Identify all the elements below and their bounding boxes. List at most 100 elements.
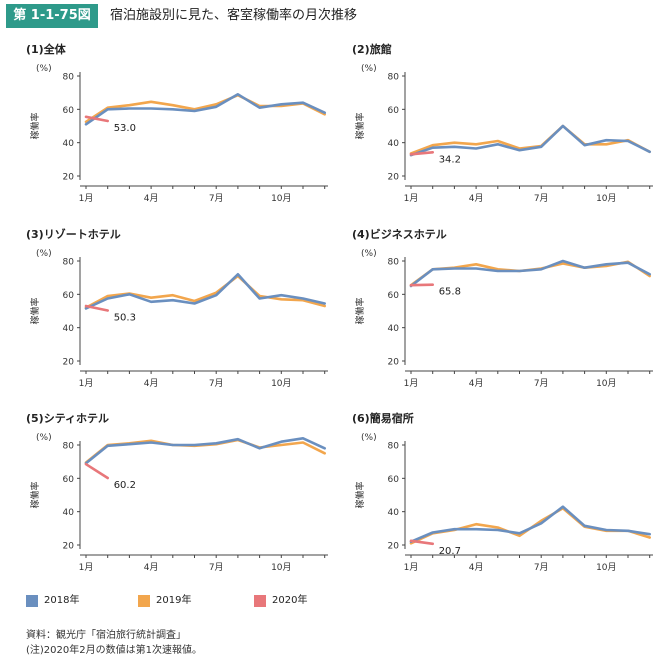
panel-5-series-2020-line (84, 462, 109, 480)
panel-3-x-tick-label: 1月 (79, 378, 94, 389)
panel-2-title: (2)旅館 (352, 42, 392, 56)
panel-3-ylabel: 稼働率 (29, 297, 41, 324)
panel-3-x-tick-label: 4月 (144, 378, 159, 389)
panel-4-series-2020-line (409, 283, 435, 287)
legend-label-2018: 2018年 (44, 595, 80, 606)
panel-6-y-tick-label: 20 (388, 542, 400, 552)
legend-label-2019: 2019年 (156, 595, 192, 606)
panel-2-annotation: 34.2 (439, 154, 461, 165)
footnotes: 資料：観光庁「宿泊旅行統計調査」 (注)2020年2月の数値は第1次速報値。 (26, 628, 202, 658)
panel-4-y-tick-label: 80 (388, 258, 400, 268)
panel-1-x-tick-label: 7月 (209, 193, 224, 204)
panel-5-annotation: 60.2 (114, 480, 136, 491)
panel-2-unit: (%) (361, 64, 377, 74)
panel-4-ylabel: 稼働率 (354, 297, 366, 324)
panel-4-y-tick-label: 60 (388, 291, 400, 301)
panel-3-unit: (%) (36, 249, 52, 259)
panel-2-y-tick-label: 40 (388, 139, 400, 149)
charts-canvas: (1)全体 (%) 稼働率 20 40 60 80 1月 4月 7月 10月 53.0 (2)旅館 (%)… (26, 42, 653, 573)
panel-5-ylabel: 稼働率 (29, 481, 41, 508)
panel-5-x-tick-label: 1月 (79, 562, 94, 573)
panel-1-series-2018-line (84, 93, 327, 126)
panel-4-unit: (%) (361, 249, 377, 259)
panel-4-x-tick-label: 7月 (534, 378, 549, 389)
panel-5-y-tick-label: 40 (63, 508, 75, 518)
panel-3-y-tick-label: 80 (63, 258, 75, 268)
panel-3-x-tick-label: 10月 (271, 378, 291, 389)
panel-6-x-tick-label: 4月 (469, 562, 484, 573)
panel-1-x-tick-label: 4月 (144, 193, 159, 204)
panel-3-title: (3)リゾートホテル (26, 227, 121, 241)
panel-4-title: (4)ビジネスホテル (352, 227, 447, 241)
panel-4-y-tick-label: 20 (388, 358, 400, 368)
panel-1-y-tick-label: 40 (63, 139, 75, 149)
panel-5-title: (5)シティホテル (26, 412, 109, 425)
panel-5-x-tick-label: 4月 (144, 562, 159, 573)
panel-4-series-2018-line (409, 259, 652, 288)
panel-2-x-tick-label: 4月 (469, 193, 484, 204)
panel-1-y-tick-label: 60 (63, 106, 75, 116)
footnote-source: 資料：観光庁「宿泊旅行統計調査」 (26, 630, 186, 641)
panel-6-series-2020-line (409, 539, 435, 546)
panel-1-y-tick-label: 20 (63, 173, 75, 183)
panel-6-unit: (%) (361, 433, 377, 443)
legend-swatch-2019 (138, 595, 150, 607)
panel-4-series-2019-line (409, 260, 652, 287)
panel-1-ylabel: 稼働率 (29, 112, 41, 139)
panel-2-x-tick-label: 7月 (534, 193, 549, 204)
panel-5-y-tick-label: 60 (63, 475, 75, 485)
panel-3-y-tick-label: 60 (63, 291, 75, 301)
panel-2-y-tick-label: 60 (388, 106, 400, 116)
panel-4-annotation: 65.8 (439, 287, 461, 298)
panel-1-y-tick-label: 80 (63, 73, 75, 83)
panel-3-x-tick-label: 7月 (209, 378, 224, 389)
panel-5-x-tick-label: 7月 (209, 562, 224, 573)
panel-2-series-2020-line (409, 151, 435, 156)
panel-1-series-2019-line (84, 93, 327, 124)
panel-5-y-tick-label: 20 (63, 542, 75, 552)
figure-number: 第 1-1-75図 (6, 4, 98, 28)
panel-3-series-2020-line (84, 304, 109, 312)
panel-6-ylabel: 稼働率 (354, 481, 366, 508)
panel-3-annotation: 50.3 (114, 313, 136, 324)
panel-1-unit: (%) (36, 64, 52, 74)
panel-1-annotation: 53.0 (114, 123, 136, 134)
panel-4-x-tick-label: 4月 (469, 378, 484, 389)
panel-2-ylabel: 稼働率 (354, 112, 366, 139)
panel-3-series-2018-line (84, 272, 327, 310)
panel-2-y-tick-label: 20 (388, 173, 400, 183)
panel-4-x-tick-label: 1月 (404, 378, 419, 389)
figure-header: 第 1-1-75図 宿泊施設別に見た、客室稼働率の月次推移 (6, 4, 656, 28)
panel-2-y-tick-label: 80 (388, 73, 400, 83)
panel-4-x-tick-label: 10月 (596, 378, 616, 389)
footnote-note: (注)2020年2月の数値は第1次速報値。 (26, 645, 202, 656)
panel-1-x-tick-label: 10月 (271, 193, 291, 204)
panel-6-x-tick-label: 1月 (404, 562, 419, 573)
panel-6-x-tick-label: 10月 (596, 562, 616, 573)
panel-1-title: (1)全体 (26, 42, 67, 56)
panel-6-title: (6)簡易宿所 (352, 411, 414, 425)
panel-6-y-tick-label: 60 (388, 475, 400, 485)
panel-6-annotation: 20.7 (439, 546, 461, 557)
panel-3-series-2019-line (84, 274, 327, 310)
panel-5-y-tick-label: 80 (63, 442, 75, 452)
legend-label-2020: 2020年 (272, 595, 308, 606)
panel-1-series-2020-line (84, 115, 109, 123)
figure-title: 宿泊施設別に見た、客室稼働率の月次推移 (110, 8, 358, 23)
panel-1-x-tick-label: 1月 (79, 193, 94, 204)
panel-6-x-tick-label: 7月 (534, 562, 549, 573)
panel-6-y-tick-label: 80 (388, 442, 400, 452)
panel-2-x-tick-label: 1月 (404, 193, 419, 204)
panel-2-x-tick-label: 10月 (596, 193, 616, 204)
panel-4-y-tick-label: 40 (388, 324, 400, 334)
legend-swatch-2020 (254, 595, 266, 607)
panel-6-series-2018-line (409, 505, 652, 544)
panel-3-y-tick-label: 40 (63, 324, 75, 334)
legend: 2018年 2019年 2020年 (26, 592, 646, 610)
legend-swatch-2018 (26, 595, 38, 607)
panel-3-y-tick-label: 20 (63, 358, 75, 368)
panel-6-y-tick-label: 40 (388, 508, 400, 518)
panel-5-x-tick-label: 10月 (271, 562, 291, 573)
panel-2-series-2018-line (409, 124, 652, 157)
panel-5-unit: (%) (36, 433, 52, 443)
